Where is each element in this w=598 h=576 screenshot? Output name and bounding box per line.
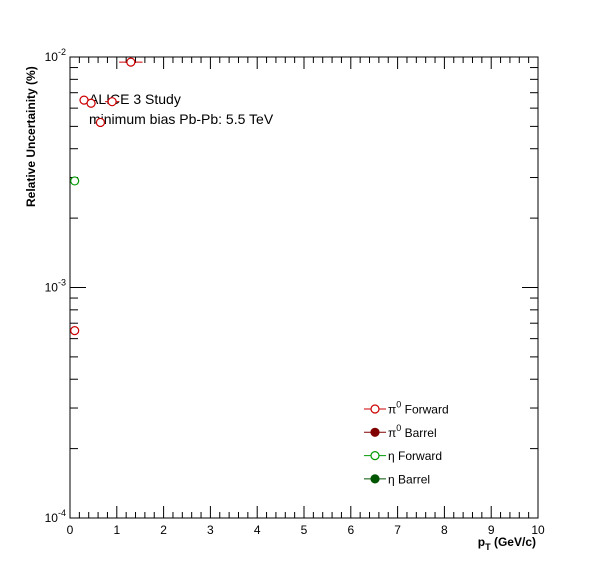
legend-marker [370,427,380,437]
data-point [86,98,96,108]
annotation-system: minimum bias Pb-Pb: 5.5 TeV [89,111,274,127]
legend-marker [370,451,380,461]
legend-label: π0 Barrel [388,423,437,440]
x-tick-label: 3 [207,523,214,537]
x-axis-ticks [69,57,539,518]
data-point [107,97,117,107]
x-tick-label: 4 [254,523,261,537]
legend-label: π0 Forward [388,400,449,417]
x-tick-label: 1 [113,523,120,537]
data-point [70,326,80,336]
data-points [70,57,143,336]
y-tick-label: 10-3 [45,278,66,295]
legend-label: η Barrel [388,472,430,486]
x-axis-title: pT (GeV/c) [478,535,536,552]
x-tick-label: 9 [488,523,495,537]
x-tick-label: 2 [160,523,167,537]
data-point [95,117,106,128]
x-tick-label: 10 [531,523,545,537]
legend-marker [370,474,380,484]
data-point [126,57,136,67]
y-axis-title: Relative Uncertainity (%) [24,66,38,207]
y-axis-tick-labels: 10-2 10-3 10-4 [45,47,66,525]
y-tick-label: 10-4 [45,508,66,525]
y-tick-label: 10-2 [45,47,66,64]
x-tick-label: 5 [301,523,308,537]
x-tick-label: 7 [394,523,401,537]
x-axis-tick-labels: 0 1 2 3 4 5 6 7 8 9 10 [67,523,545,537]
legend-marker [370,404,380,414]
x-tick-label: 8 [441,523,448,537]
x-tick-label: 6 [347,523,354,537]
annotation-study: ALICE 3 Study [89,91,181,107]
legend: π0 Forward π0 Barrel η Forward η Barrel [364,400,449,486]
data-point [70,176,80,186]
legend-label: η Forward [388,449,442,463]
y-axis-ticks [70,56,538,519]
x-tick-label: 0 [67,523,74,537]
